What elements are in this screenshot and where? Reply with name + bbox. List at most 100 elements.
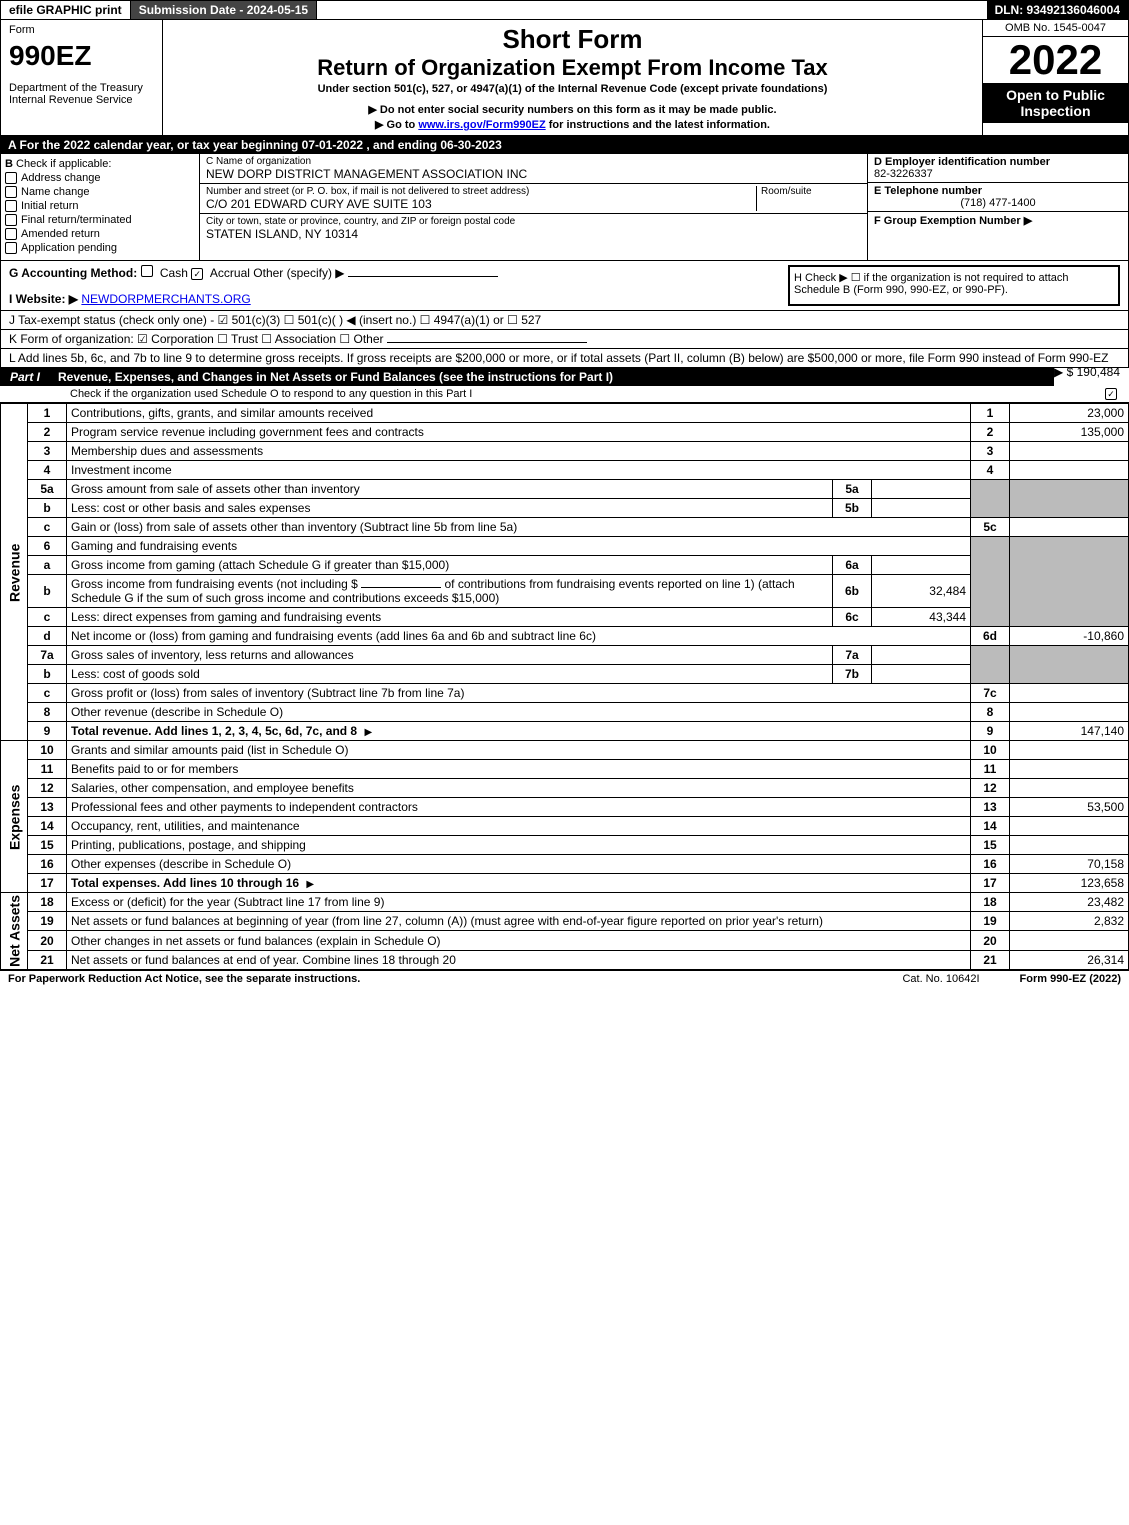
top-bar: efile GRAPHIC print Submission Date - 20… [0,0,1129,20]
part-1-table: Revenue 1 Contributions, gifts, grants, … [0,403,1129,970]
line-6a: aGross income from gaming (attach Schedu… [1,556,1129,575]
line-8: 8Other revenue (describe in Schedule O) … [1,703,1129,722]
val-18: 23,482 [1010,893,1129,912]
val-10 [1010,741,1129,760]
line-19: 19Net assets or fund balances at beginni… [1,912,1129,931]
col-c: C Name of organization NEW DORP DISTRICT… [200,154,867,260]
b-label: B [5,158,13,170]
check-if-applicable: Check if applicable: [16,158,111,170]
row-g-h: G Accounting Method: Cash Accrual Other … [0,261,1129,311]
form-header: Form 990EZ Department of the Treasury In… [0,20,1129,136]
line-16: 16Other expenses (describe in Schedule O… [1,855,1129,874]
row-h: H Check ▶ ☐ if the organization is not r… [788,265,1120,306]
cb-application-pending[interactable]: Application pending [5,242,195,254]
val-9: 147,140 [1010,722,1129,741]
city-value: STATEN ISLAND, NY 10314 [206,227,861,241]
val-1: 23,000 [1010,404,1129,423]
val-13: 53,500 [1010,798,1129,817]
line-7c: cGross profit or (loss) from sales of in… [1,684,1129,703]
net-assets-label: Net Assets [1,893,28,970]
phone-value: (718) 477-1400 [874,197,1122,209]
g-label: G Accounting Method: [9,266,137,280]
line-7a: 7aGross sales of inventory, less returns… [1,646,1129,665]
cb-schedule-o[interactable] [1105,388,1117,400]
line-6d: dNet income or (loss) from gaming and fu… [1,627,1129,646]
line-14: 14Occupancy, rent, utilities, and mainte… [1,817,1129,836]
val-19: 2,832 [1010,912,1129,931]
efile-label: efile GRAPHIC print [1,1,130,19]
line-6c: cLess: direct expenses from gaming and f… [1,608,1129,627]
omb-number: OMB No. 1545-0047 [983,20,1128,37]
line-6b: b Gross income from fundraising events (… [1,575,1129,608]
other-specify: Other (specify) ▶ [253,266,344,280]
val-2: 135,000 [1010,423,1129,442]
revenue-label: Revenue [1,404,28,741]
part-1-title: Revenue, Expenses, and Changes in Net As… [50,368,1054,386]
inspection-label: Open to Public Inspection [983,83,1128,123]
val-12 [1010,779,1129,798]
line-18: Net Assets 18Excess or (deficit) for the… [1,893,1129,912]
addr-value: C/O 201 EDWARD CURY AVE SUITE 103 [206,197,756,211]
line-11: 11Benefits paid to or for members11 [1,760,1129,779]
expenses-label: Expenses [1,741,28,893]
line-15: 15Printing, publications, postage, and s… [1,836,1129,855]
val-6d: -10,860 [1010,627,1129,646]
website-link[interactable]: NEWDORPMERCHANTS.ORG [81,292,250,306]
d-label: D Employer identification number [874,156,1050,168]
val-6c: 43,344 [872,608,971,627]
part-1-sub: Check if the organization used Schedule … [0,386,1129,403]
irs-link[interactable]: www.irs.gov/Form990EZ [418,119,545,131]
footer-right: Form 990-EZ (2022) [1020,973,1121,985]
cb-amended-return[interactable]: Amended return [5,228,195,240]
val-15 [1010,836,1129,855]
dln: DLN: 93492136046004 [987,1,1128,19]
cb-cash[interactable] [141,265,153,277]
line-2: 2Program service revenue including gover… [1,423,1129,442]
val-8 [1010,703,1129,722]
note-ssn: ▶ Do not enter social security numbers o… [171,103,974,116]
cb-final-return[interactable]: Final return/terminated [5,214,195,226]
dept-label: Department of the Treasury Internal Reve… [9,82,154,106]
cb-name-change[interactable]: Name change [5,186,195,198]
val-3 [1010,442,1129,461]
cb-address-change[interactable]: Address change [5,172,195,184]
addr-label: Number and street (or P. O. box, if mail… [206,186,756,197]
line-5b: bLess: cost or other basis and sales exp… [1,499,1129,518]
footer-left: For Paperwork Reduction Act Notice, see … [8,973,360,985]
e-label: E Telephone number [874,185,982,197]
col-b: B Check if applicable: Address change Na… [1,154,200,260]
row-l: L Add lines 5b, 6c, and 7b to line 9 to … [0,349,1129,368]
col-def: D Employer identification number 82-3226… [867,154,1128,260]
row-k: K Form of organization: ☑ Corporation ☐ … [0,330,1129,349]
row-a-tax-year: A For the 2022 calendar year, or tax yea… [0,136,1129,154]
tax-year: 2022 [983,37,1128,83]
val-14 [1010,817,1129,836]
part-1-label: Part I [0,368,50,386]
subtitle: Under section 501(c), 527, or 4947(a)(1)… [171,83,974,95]
line-1: Revenue 1 Contributions, gifts, grants, … [1,404,1129,423]
note-url: ▶ Go to www.irs.gov/Form990EZ for instru… [171,118,974,131]
part-1-header: Part I Revenue, Expenses, and Changes in… [0,368,1054,386]
line-3: 3Membership dues and assessments 3 [1,442,1129,461]
cb-initial-return[interactable]: Initial return [5,200,195,212]
i-label: I Website: ▶ [9,292,78,306]
short-form-title: Short Form [171,24,974,55]
val-7c [1010,684,1129,703]
val-11 [1010,760,1129,779]
cb-accrual[interactable] [191,268,203,280]
row-l-amount: ▶ $ 190,484 [1054,365,1120,379]
row-l-text: L Add lines 5b, 6c, and 7b to line 9 to … [9,351,1108,365]
line-20: 20Other changes in net assets or fund ba… [1,931,1129,950]
org-name: NEW DORP DISTRICT MANAGEMENT ASSOCIATION… [206,167,861,181]
line-7b: bLess: cost of goods sold 7b [1,665,1129,684]
val-6b: 32,484 [872,575,971,608]
page-footer: For Paperwork Reduction Act Notice, see … [0,970,1129,987]
return-title: Return of Organization Exempt From Incom… [171,55,974,81]
f-label: F Group Exemption Number ▶ [874,215,1032,227]
val-20 [1010,931,1129,950]
val-17: 123,658 [1010,874,1129,893]
room-label: Room/suite [761,186,861,197]
line-17: 17Total expenses. Add lines 10 through 1… [1,874,1129,893]
line-21: 21Net assets or fund balances at end of … [1,950,1129,969]
val-5c [1010,518,1129,537]
